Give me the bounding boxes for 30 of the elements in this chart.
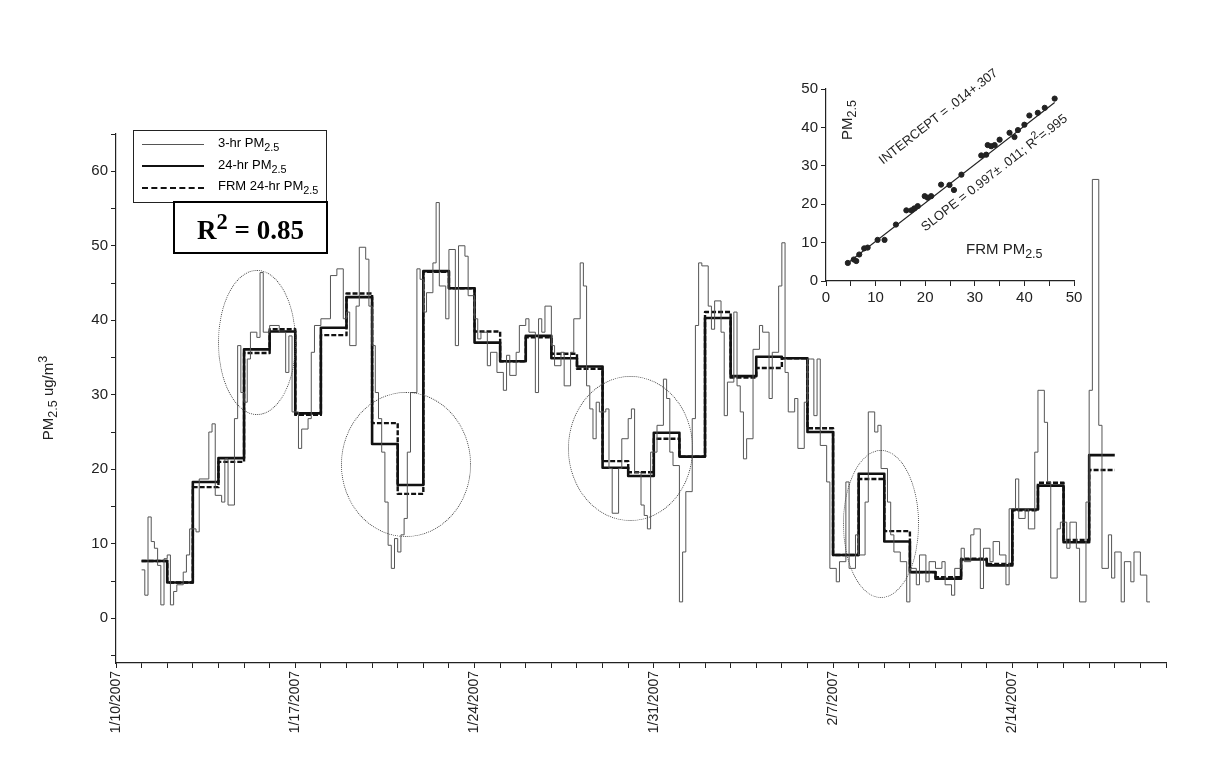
y-tick-label: 10 <box>801 232 818 250</box>
x-tick-label: 1/24/2007 <box>465 670 482 734</box>
legend-label: FRM 24-hr PM$_{2.5}$ <box>218 177 319 198</box>
x-tick-label: 20 <box>916 288 934 306</box>
y-tick-label: 60 <box>91 161 108 179</box>
legend-label: 24-hr PM$_{2.5}$ <box>218 155 287 177</box>
x-tick-label: 1/17/2007 <box>286 670 303 734</box>
y-tick-label: 10 <box>91 533 108 551</box>
y-tick-label: 20 <box>91 459 108 477</box>
y-tick-label: 20 <box>801 194 818 212</box>
y-tick-label: 50 <box>91 235 108 253</box>
y-tick-label: 30 <box>801 155 818 173</box>
y-tick-label: 0 <box>99 608 108 626</box>
x-tick-label: 10 <box>867 288 884 306</box>
x-tick-label: 2/7/2007 <box>823 670 840 726</box>
y-tick-label: 0 <box>809 271 818 289</box>
legend-label: 3-hr PM$_{2.5}$ <box>218 134 280 155</box>
x-tick-label: 0 <box>821 288 831 306</box>
y-tick-label: 40 <box>801 117 818 135</box>
annotation: R$^{2}$ = 0.85 <box>173 201 328 254</box>
x-tick-label: 40 <box>1016 288 1033 306</box>
y-tick-label: 30 <box>91 384 108 402</box>
y-tick-label: 40 <box>91 310 108 328</box>
x-axis-title: FRM PM$_{2.5}$ <box>966 240 1043 261</box>
x-tick-label: 1/10/2007 <box>106 670 123 734</box>
x-tick-label: 30 <box>966 288 984 306</box>
x-tick-label: 1/31/2007 <box>644 670 661 734</box>
x-tick-label: 50 <box>1065 288 1083 306</box>
x-tick-label: 2/14/2007 <box>1003 670 1020 734</box>
y-tick-label: 50 <box>801 79 818 97</box>
